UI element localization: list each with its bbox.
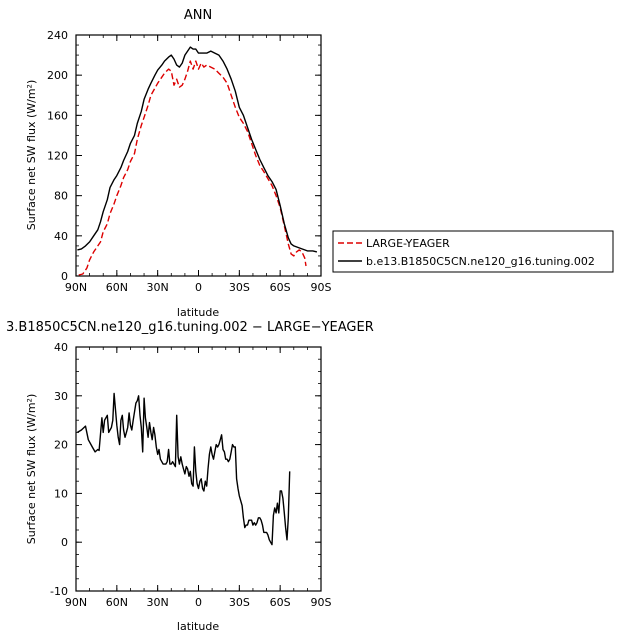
y-tick-label: 0 bbox=[61, 270, 68, 283]
series-line-difference bbox=[77, 392, 291, 546]
series-lines bbox=[77, 46, 318, 276]
y-tick-labels: -10 0 10 20 30 40 bbox=[50, 341, 68, 598]
series-line-large-yeager bbox=[78, 60, 307, 276]
y-tick-label: 80 bbox=[54, 190, 68, 203]
x-tick-label: 90S bbox=[311, 596, 332, 609]
x-tick-label: 60S bbox=[270, 596, 291, 609]
x-tick-label: 60N bbox=[106, 281, 128, 294]
x-axis-label: latitude bbox=[177, 620, 219, 633]
y-tick-label: 240 bbox=[47, 29, 68, 42]
y-tick-labels: 0 40 80 120 160 200 240 bbox=[47, 29, 68, 283]
x-tick-label: 30N bbox=[147, 281, 169, 294]
legend: LARGE-YEAGER b.e13.B1850C5CN.ne120_g16.t… bbox=[332, 230, 614, 273]
x-tick-label: 90N bbox=[65, 281, 87, 294]
x-tick-label: 30S bbox=[229, 281, 250, 294]
bottom-panel: 3.B1850C5CN.ne120_g16.tuning.002 − LARGE… bbox=[6, 320, 374, 633]
x-tick-label: 90S bbox=[311, 281, 332, 294]
plot-frame bbox=[75, 34, 322, 277]
y-tick-label: -10 bbox=[50, 585, 68, 598]
x-tick-label: 90N bbox=[65, 596, 87, 609]
x-tick-label: 60S bbox=[270, 281, 291, 294]
top-panel: ANN 90N 60N 30N 0 30S 60S 90S 0 40 80 120 160 200 24… bbox=[25, 8, 332, 319]
tick-marks bbox=[75, 34, 322, 277]
x-tick-labels: 90N 60N 30N 0 30S 60S 90S bbox=[65, 596, 332, 609]
y-tick-label: 40 bbox=[54, 230, 68, 243]
y-tick-label: 0 bbox=[61, 536, 68, 549]
x-tick-labels: 90N 60N 30N 0 30S 60S 90S bbox=[65, 281, 332, 294]
x-tick-label: 60N bbox=[106, 596, 128, 609]
legend-label-large-yeager: LARGE-YEAGER bbox=[366, 237, 450, 250]
series-line-b-e13-b1850c5cn-ne120-g16-tuning-002 bbox=[77, 46, 318, 253]
x-tick-label: 30S bbox=[229, 596, 250, 609]
x-tick-label: 0 bbox=[195, 596, 202, 609]
y-tick-label: 20 bbox=[54, 439, 68, 452]
x-tick-label: 0 bbox=[195, 281, 202, 294]
plot-frame bbox=[75, 346, 322, 592]
chart-title: 3.B1850C5CN.ne120_g16.tuning.002 − LARGE… bbox=[6, 320, 374, 335]
x-axis-label: latitude bbox=[177, 306, 219, 319]
tick-marks bbox=[75, 346, 322, 592]
series-lines bbox=[77, 392, 291, 546]
y-axis-label: Surface net SW flux (W/m²) bbox=[25, 394, 38, 545]
x-tick-label: 30N bbox=[147, 596, 169, 609]
y-tick-label: 40 bbox=[54, 341, 68, 354]
y-tick-label: 10 bbox=[54, 487, 68, 500]
y-tick-label: 120 bbox=[47, 150, 68, 163]
legend-box bbox=[332, 230, 614, 273]
y-axis-label: Surface net SW flux (W/m²) bbox=[25, 80, 38, 231]
y-tick-label: 160 bbox=[47, 109, 68, 122]
legend-label-b-e13: b.e13.B1850C5CN.ne120_g16.tuning.002 bbox=[366, 255, 595, 268]
chart-title: ANN bbox=[184, 8, 212, 23]
y-tick-label: 30 bbox=[54, 390, 68, 403]
y-tick-label: 200 bbox=[47, 69, 68, 82]
